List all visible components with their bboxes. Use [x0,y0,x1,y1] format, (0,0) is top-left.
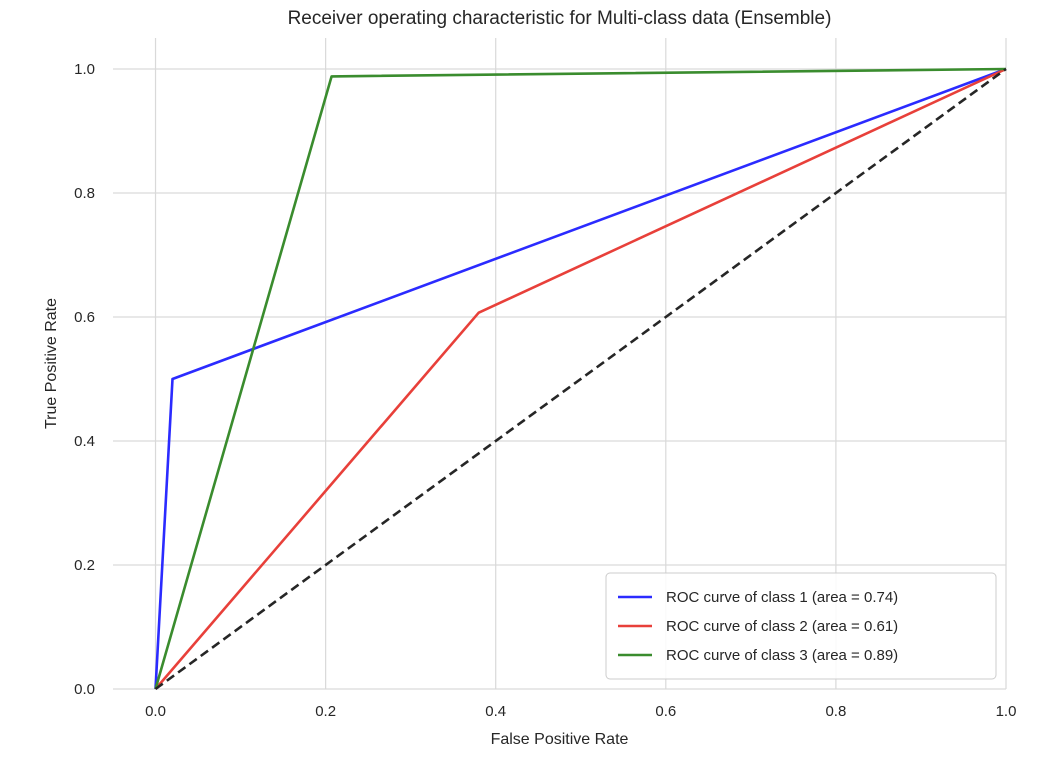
legend-label-class-2: ROC curve of class 2 (area = 0.61) [666,618,898,635]
chance-diagonal-line [154,67,1007,691]
roc-curve-class-1 [154,67,1007,690]
y-tick-label: 0.0 [74,681,95,698]
legend-label-class-3: ROC curve of class 3 (area = 0.89) [666,647,898,664]
y-tick-label: 0.6 [74,309,95,326]
legend-box [605,572,997,680]
x-tick-label: 0.0 [145,703,166,720]
x-tick-label: 0.4 [485,703,506,720]
y-tick-label: 1.0 [74,61,95,78]
roc-curve-class-2 [154,67,1007,690]
x-tick-label: 0.6 [655,703,676,720]
legend-label-class-1: ROC curve of class 1 (area = 0.74) [666,589,898,606]
x-axis-ticks: 0.0 0.2 0.4 0.6 0.8 1.0 [145,703,1016,720]
y-axis-label: True Positive Rate [43,298,60,429]
x-axis-label: False Positive Rate [491,731,629,748]
chart-title: Receiver operating characteristic for Mu… [288,8,832,29]
roc-curve-class-3 [154,67,1007,690]
y-tick-label: 0.4 [74,433,95,450]
x-tick-label: 0.2 [315,703,336,720]
y-tick-label: 0.8 [74,185,95,202]
x-tick-label: 0.8 [825,703,846,720]
x-tick-label: 1.0 [996,703,1017,720]
y-tick-label: 0.2 [74,557,95,574]
legend: ROC curve of class 1 (area = 0.74) ROC cu… [605,572,997,680]
plot-lines [154,67,1007,691]
y-axis-ticks: 0.0 0.2 0.4 0.6 0.8 1.0 [74,61,95,698]
